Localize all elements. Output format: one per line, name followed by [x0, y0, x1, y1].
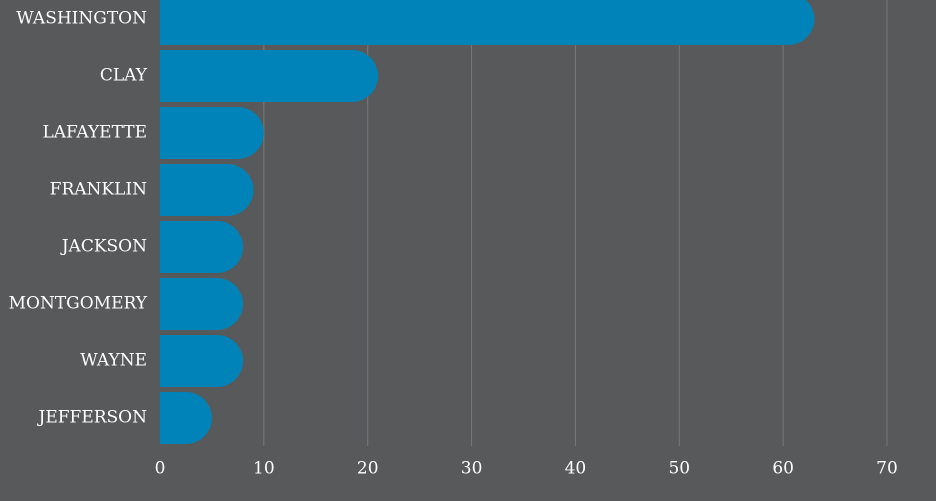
bars — [160, 0, 815, 444]
category-label-clay: CLAY — [100, 66, 148, 86]
bar-lafayette — [160, 107, 264, 159]
category-labels: WASHINGTON CLAY LAFAYETTE FRANKLIN JACKSON MO… — [9, 9, 148, 428]
x-tick-label-50: 50 — [668, 459, 690, 479]
bar-montgomery — [160, 278, 244, 330]
bar-jefferson — [160, 392, 212, 444]
bar-clay — [160, 50, 379, 102]
category-label-lafayette: LAFAYETTE — [42, 123, 147, 143]
bar-franklin — [160, 164, 254, 216]
category-label-franklin: FRANKLIN — [50, 180, 147, 200]
bar-jackson — [160, 221, 244, 273]
bar-washington — [160, 0, 815, 45]
x-tick-label-0: 0 — [155, 459, 166, 479]
x-axis-tick-labels: 0 10 20 30 40 50 60 70 — [155, 459, 898, 479]
category-label-washington: WASHINGTON — [16, 9, 147, 29]
x-tick-label-30: 30 — [461, 459, 483, 479]
x-tick-label-60: 60 — [772, 459, 794, 479]
category-label-montgomery: MONTGOMERY — [9, 294, 148, 314]
x-tick-label-40: 40 — [565, 459, 587, 479]
bar-wayne — [160, 335, 244, 387]
category-label-jackson: JACKSON — [60, 237, 147, 257]
category-label-jefferson: JEFFERSON — [37, 408, 148, 428]
x-tick-label-70: 70 — [876, 459, 898, 479]
x-tick-label-20: 20 — [357, 459, 379, 479]
category-label-wayne: WAYNE — [80, 351, 147, 371]
x-tick-label-10: 10 — [253, 459, 275, 479]
